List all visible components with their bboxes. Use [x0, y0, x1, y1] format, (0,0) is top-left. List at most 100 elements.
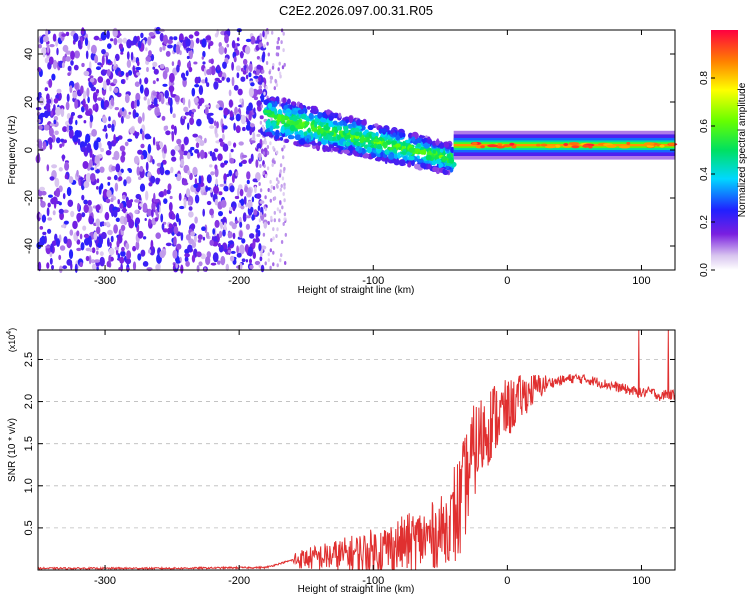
spectrogram-cell	[82, 90, 87, 100]
spectrogram-cell	[55, 106, 62, 116]
spectrogram-cell	[89, 77, 95, 83]
spectrogram-cell	[87, 96, 90, 104]
spectrogram-cell	[108, 255, 112, 264]
colorbar-label: Normalized spectral amplitude	[737, 82, 748, 217]
spectrogram-cell	[258, 43, 261, 48]
spectrogram-cell	[198, 98, 203, 107]
spectrogram-cell	[245, 223, 250, 230]
spectrogram-cell	[75, 119, 78, 126]
spectrogram-cell	[39, 112, 46, 118]
spectrogram-cell	[126, 59, 132, 68]
snr-x-ticks: -300 -200 -100 0 100	[94, 330, 651, 587]
spectrogram-cell	[55, 187, 61, 198]
spectrogram-cell	[159, 63, 165, 69]
spectrogram-cell	[174, 173, 178, 177]
spectrogram-cell	[91, 153, 95, 164]
spectrogram-cell	[194, 194, 200, 204]
spectrogram-cell	[311, 142, 317, 146]
spectrogram-cell	[322, 131, 327, 137]
spectrogram-cell	[179, 205, 185, 210]
spectrogram-cell	[435, 158, 442, 165]
spectrogram-cell	[170, 149, 176, 157]
spectrogram-cell	[276, 263, 279, 268]
spectrogram-cell	[283, 182, 286, 187]
spectrogram-cell	[373, 139, 380, 143]
spectrogram-cell	[106, 189, 112, 198]
spectrogram-cell	[63, 139, 67, 144]
spectrogram-cell	[48, 78, 53, 88]
spectrogram-cell	[163, 144, 167, 154]
spectrogram-cell	[98, 234, 102, 245]
spectrogram-cell	[201, 226, 206, 231]
spectrogram-cell	[316, 128, 321, 135]
spectrogram-cell	[146, 67, 149, 72]
spectrogram-cell	[158, 191, 164, 198]
spectrogram-cell	[129, 199, 134, 203]
spectrogram-cell	[381, 128, 388, 133]
spectrogram-cell	[174, 95, 180, 103]
spectrogram-cell	[256, 89, 263, 95]
spectrogram-cell	[185, 70, 189, 77]
spectrogram-cell	[273, 218, 276, 223]
spectrogram-cell	[107, 176, 112, 180]
spectrogram-cell	[170, 87, 173, 97]
spectrogram-cell	[361, 119, 367, 127]
spectrogram-cell	[121, 246, 125, 252]
spectrogram-cell	[149, 104, 155, 109]
spectrogram-cell	[259, 212, 263, 217]
spectrogram-cell	[172, 113, 176, 118]
spectrogram-cell	[90, 167, 95, 171]
spectrogram-cell	[234, 195, 240, 200]
spectrogram-cell	[204, 106, 209, 116]
spectrogram-cell	[279, 74, 282, 79]
spectrogram-cell	[328, 121, 333, 128]
spectrogram-cell	[137, 253, 142, 261]
spectrogram-cell	[218, 45, 225, 55]
spectrogram-cell	[269, 79, 273, 84]
spectrogram-cell	[276, 207, 280, 212]
colorbar-ticks: 0.0 0.2 0.4 0.6 0.8	[699, 71, 715, 277]
spectrogram-cell	[282, 192, 285, 196]
spectrogram-cell	[371, 132, 376, 138]
spectrogram-cell	[226, 77, 231, 83]
spectrogram-cell	[137, 230, 144, 239]
spectrogram-cell	[202, 208, 205, 217]
spectrogram-cell	[272, 227, 275, 232]
spectrogram-cell	[264, 261, 267, 266]
spectrogram-cell	[184, 256, 189, 263]
x-tick-label: 0	[504, 275, 510, 287]
spectrogram-cell	[266, 119, 271, 127]
spectrogram-cell	[423, 142, 431, 149]
spectrogram-cell	[339, 120, 344, 126]
spectrogram-cell	[276, 227, 279, 232]
spectrogram-cell	[148, 50, 152, 57]
spectrogram-cell	[58, 208, 64, 214]
spectrogram-cell	[439, 142, 445, 149]
spectrogram-cell	[49, 257, 53, 265]
spectrogram-cell	[99, 166, 105, 173]
spectrogram-cell	[303, 143, 311, 148]
spectrogram-cell	[111, 123, 115, 132]
spectrogram-cell	[619, 145, 631, 149]
spectrogram-cell	[44, 87, 48, 92]
spectrogram-cell	[41, 190, 47, 196]
spectrogram-cell	[442, 156, 447, 162]
spectrogram-cell	[208, 43, 211, 50]
spectrogram-cell	[94, 259, 100, 263]
spectrogram-cell	[55, 39, 59, 47]
spectrogram-cell	[153, 68, 159, 75]
spectrogram-cell	[173, 125, 177, 136]
spectrogram-cell	[173, 226, 179, 235]
spectrogram-cell	[63, 236, 68, 244]
spectrogram-cell	[91, 129, 97, 137]
spectrogram-cell	[231, 61, 235, 71]
spectrogram-cell	[159, 250, 166, 259]
spectrogram-cell	[358, 131, 363, 138]
spectrogram-cell	[114, 53, 120, 62]
spectrogram-cell	[239, 244, 245, 255]
spectrogram-cell	[136, 60, 140, 67]
spectrogram-cell	[213, 185, 219, 194]
spectrogram-cell	[101, 55, 105, 66]
spectrogram-cell	[189, 172, 193, 181]
spectrogram-cells	[35, 26, 678, 274]
